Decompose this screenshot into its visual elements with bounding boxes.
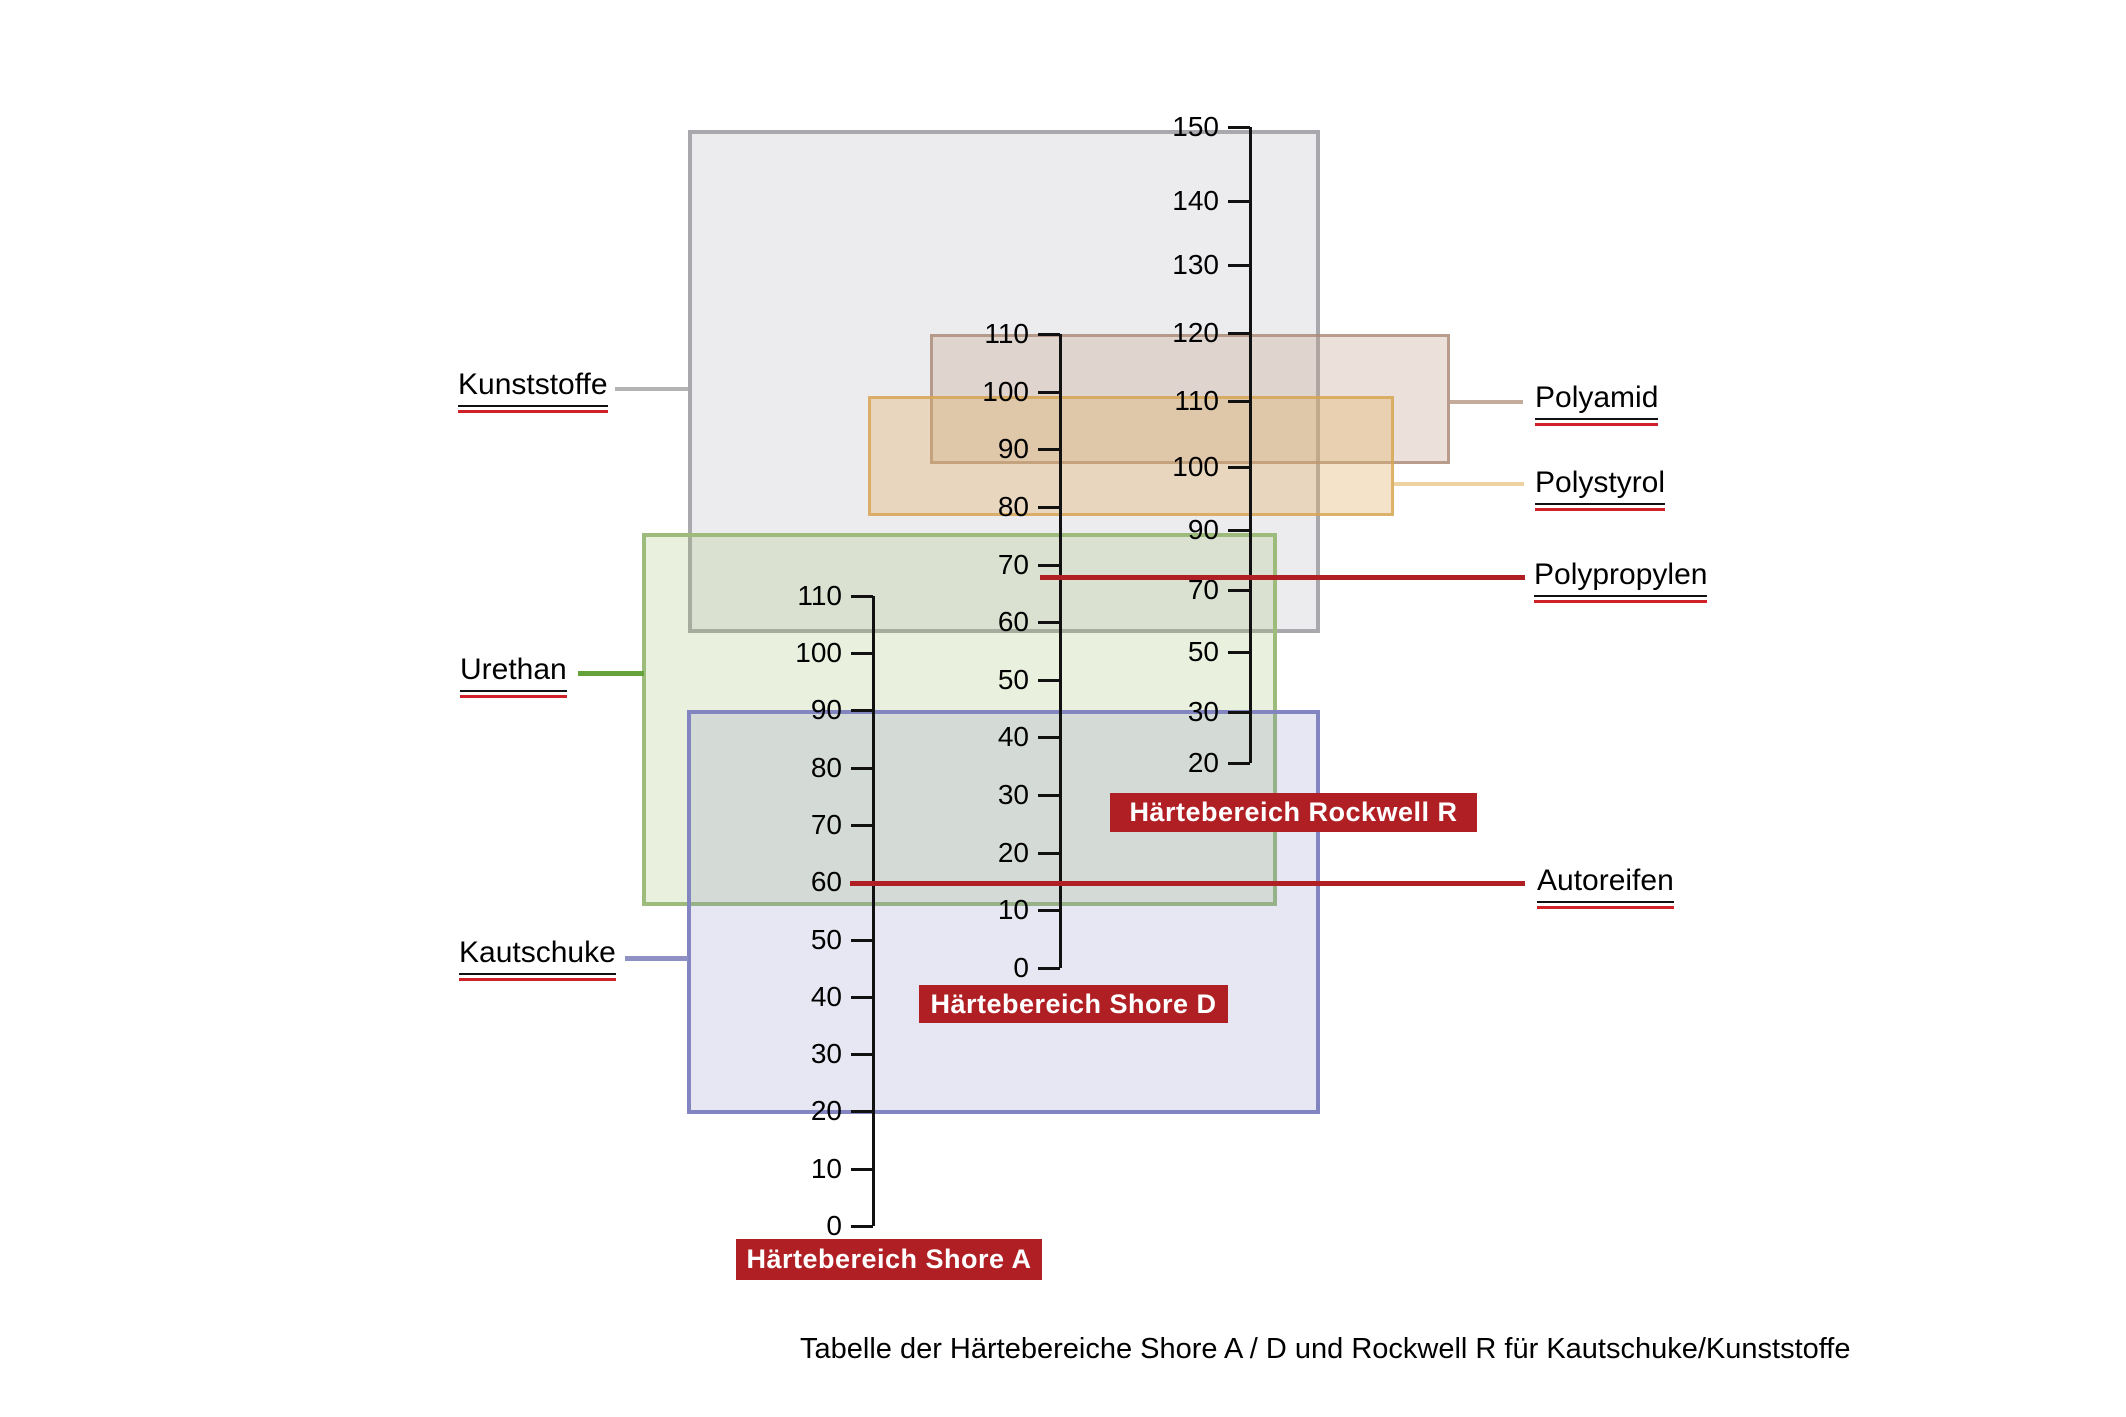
scale-shore-a-ticklabel-0: 0	[826, 1210, 842, 1241]
scale-rockwell-ticklabel-150: 150	[1172, 111, 1219, 142]
scale-rockwell-ticklabel-90: 90	[1187, 514, 1219, 545]
scale-rockwell-ticklabel-110: 110	[1174, 385, 1219, 416]
scale-shore-d-ticklabel-20: 20	[997, 837, 1029, 868]
scale-shore-d-tick-60	[1038, 620, 1060, 624]
scale-shore-d-ticklabel-60: 60	[997, 606, 1029, 637]
scale-shore-a-tick-50	[851, 938, 873, 942]
urethan-leader-line	[578, 671, 644, 676]
scale-shore-a-tick-10	[851, 1167, 873, 1171]
scale-rockwell-tick-30	[1228, 710, 1250, 714]
polystyrol-range-rect	[868, 396, 1394, 516]
scale-shore-d-ticklabel-90: 90	[997, 433, 1029, 464]
scale-shore-d-ticklabel-50: 50	[997, 664, 1029, 695]
scale-rockwell-tick-90	[1228, 528, 1250, 532]
scale-shore-a-ticklabel-100: 100	[795, 637, 842, 668]
scale-shore-a-tick-40	[851, 995, 873, 999]
scale-shore-a-tick-0	[851, 1224, 873, 1228]
scale-shore-d-ticklabel-70: 70	[997, 549, 1029, 580]
scale-shore-a-ticklabel-110: 110	[797, 580, 842, 611]
scale-shore-d-line	[1058, 334, 1062, 968]
polyamid-range-rect	[930, 334, 1450, 464]
scale-shore-a-ticklabel-20: 20	[810, 1095, 842, 1126]
badge-haertebereich-shore-a: Härtebereich Shore A	[736, 1239, 1042, 1280]
label-kunststoffe: Kunststoffe	[458, 368, 608, 413]
polystyrol-leader-line	[1394, 482, 1524, 486]
scale-shore-d-tick-30	[1038, 793, 1060, 797]
scale-shore-d-ticklabel-40: 40	[997, 721, 1029, 752]
scale-shore-d-tick-10	[1038, 908, 1060, 912]
scale-rockwell-ticklabel-20: 20	[1187, 747, 1219, 778]
scale-rockwell-ticklabel-30: 30	[1187, 696, 1219, 727]
scale-shore-a-tick-100	[851, 651, 873, 655]
scale-shore-d-tick-20	[1038, 851, 1060, 855]
scale-shore-a-tick-110	[851, 594, 873, 598]
scale-rockwell-ticklabel-130: 130	[1172, 249, 1219, 280]
scale-rockwell-tick-150	[1228, 125, 1250, 129]
scale-shore-d-tick-80	[1038, 505, 1060, 509]
scale-shore-d-tick-110	[1038, 332, 1060, 336]
scale-rockwell-tick-120	[1228, 331, 1250, 335]
badge-haertebereich-rockwell-r: Härtebereich Rockwell R	[1110, 793, 1477, 832]
kautschuke-range-rect	[687, 710, 1320, 1114]
label-kautschuke: Kautschuke	[459, 936, 616, 981]
scale-shore-a-tick-30	[851, 1052, 873, 1056]
scale-rockwell-tick-140	[1228, 199, 1250, 203]
kautschuke-leader-line	[625, 956, 688, 961]
scale-rockwell-tick-110	[1228, 399, 1250, 403]
label-polystyrol: Polystyrol	[1535, 466, 1666, 511]
scale-shore-a-tick-90	[851, 708, 873, 712]
scale-shore-a-ticklabel-70: 70	[810, 809, 842, 840]
scale-shore-a-tick-80	[851, 766, 873, 770]
scale-shore-a-ticklabel-10: 10	[810, 1153, 842, 1184]
scale-rockwell-tick-130	[1228, 263, 1250, 267]
autoreifen-marker-line	[850, 881, 1525, 886]
scale-shore-d-tick-40	[1038, 735, 1060, 739]
urethan-range-rect	[642, 533, 1277, 906]
scale-rockwell-tick-20	[1228, 761, 1250, 765]
scale-shore-d-ticklabel-110: 110	[984, 318, 1029, 349]
scale-shore-d-ticklabel-0: 0	[1013, 952, 1029, 983]
scale-rockwell-ticklabel-120: 120	[1172, 317, 1219, 348]
label-polypropylen: Polypropylen	[1534, 558, 1708, 603]
scale-rockwell-tick-50	[1228, 650, 1250, 654]
scale-shore-a-ticklabel-40: 40	[810, 981, 842, 1012]
scale-shore-d-ticklabel-30: 30	[997, 779, 1029, 810]
scale-rockwell-tick-70	[1228, 588, 1250, 592]
scale-shore-a-tick-70	[851, 823, 873, 827]
polypropylen-marker-line	[1040, 575, 1525, 580]
scale-rockwell-ticklabel-100: 100	[1172, 451, 1219, 482]
scale-shore-d-tick-100	[1038, 390, 1060, 394]
scale-rockwell-ticklabel-50: 50	[1187, 636, 1219, 667]
scale-shore-d-tick-0	[1038, 966, 1060, 970]
kunststoffe-range-rect	[688, 130, 1320, 633]
scale-shore-d-ticklabel-80: 80	[997, 491, 1029, 522]
polyamid-leader-line	[1450, 400, 1523, 404]
scale-shore-d-ticklabel-10: 10	[997, 894, 1029, 925]
scale-shore-d-ticklabel-100: 100	[982, 376, 1029, 407]
scale-shore-a-line	[871, 596, 875, 1226]
scale-rockwell-tick-100	[1228, 465, 1250, 469]
label-urethan: Urethan	[460, 653, 567, 698]
scale-shore-a-ticklabel-90: 90	[810, 694, 842, 725]
scale-rockwell-line	[1248, 127, 1252, 763]
scale-shore-a-ticklabel-30: 30	[810, 1038, 842, 1069]
scale-shore-d-tick-90	[1038, 447, 1060, 451]
diagram-caption: Tabelle der Härtebereiche Shore A / D un…	[800, 1333, 1851, 1365]
badge-haertebereich-shore-d: Härtebereich Shore D	[919, 985, 1228, 1023]
label-autoreifen: Autoreifen	[1537, 864, 1674, 909]
scale-shore-d-tick-50	[1038, 678, 1060, 682]
scale-shore-a-ticklabel-80: 80	[810, 752, 842, 783]
label-polyamid: Polyamid	[1535, 381, 1659, 426]
scale-shore-a-tick-20	[851, 1109, 873, 1113]
kunststoffe-leader-line	[615, 387, 688, 391]
scale-shore-a-ticklabel-60: 60	[810, 866, 842, 897]
scale-shore-d-tick-70	[1038, 563, 1060, 567]
scale-rockwell-ticklabel-140: 140	[1172, 185, 1219, 216]
scale-shore-a-ticklabel-50: 50	[810, 924, 842, 955]
